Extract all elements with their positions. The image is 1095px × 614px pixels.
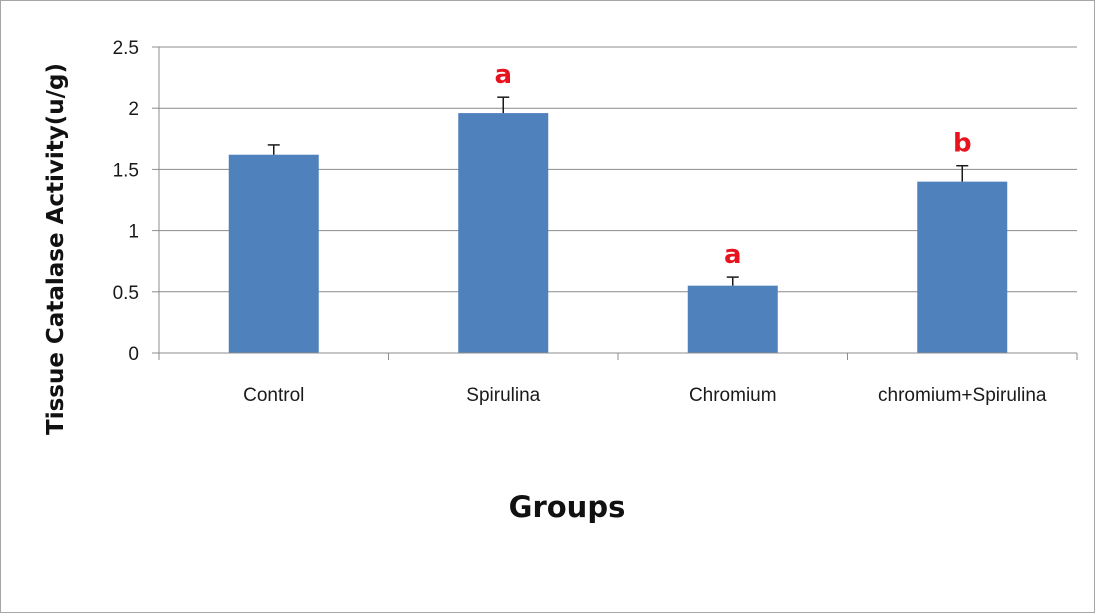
bar [228, 154, 319, 353]
significance-label: a [494, 60, 512, 90]
bars [228, 113, 1008, 353]
y-tick-label: 0.5 [113, 283, 139, 304]
y-tick-label: 0 [128, 344, 139, 365]
y-tick-label: 2 [128, 99, 139, 120]
x-axis-title: Groups [509, 490, 626, 524]
x-tick-label: Spirulina [466, 385, 540, 406]
x-tick-label: Chromium [689, 385, 777, 406]
bar [687, 285, 778, 353]
y-axis-title: Tissue Catalase Activity(u/g) [43, 63, 69, 435]
y-tick-label: 2.5 [113, 38, 139, 59]
bar [917, 181, 1008, 353]
y-tick-label: 1 [128, 222, 139, 243]
axes [152, 46, 1078, 360]
x-tick-labels: Control Spirulina Chromium chromium+Spiruli… [243, 385, 1047, 406]
significance-label: a [724, 240, 742, 270]
significance-label: b [953, 129, 972, 159]
x-tick-label: Control [243, 385, 304, 406]
error-bars [267, 96, 969, 286]
significance-labels: a a b [494, 60, 971, 270]
y-tick-labels: 0 0.5 1 1.5 2 2.5 [113, 38, 139, 365]
x-tick-label: chromium+Spirulina [878, 385, 1047, 406]
y-tick-label: 1.5 [113, 160, 139, 181]
bar [458, 113, 549, 353]
